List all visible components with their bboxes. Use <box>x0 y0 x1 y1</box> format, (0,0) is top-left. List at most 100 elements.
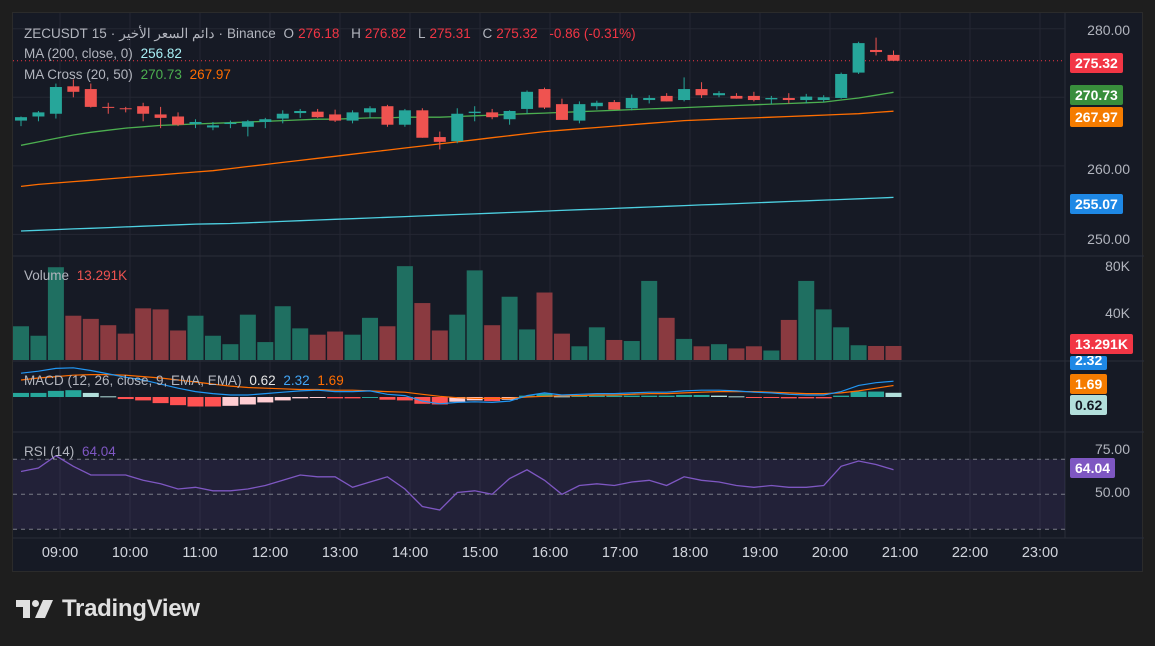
macd-histogram-bar <box>553 396 570 398</box>
macross-slow-value: 267.97 <box>189 67 231 82</box>
time-tick: 20:00 <box>811 545 849 561</box>
volume-bar <box>641 280 658 360</box>
candle-down <box>416 110 429 138</box>
macd-histogram-bar <box>82 392 99 397</box>
macd-legend[interactable]: MACD (12, 26, close, 9, EMA, EMA) 0.62 2… <box>24 373 348 389</box>
macd-histogram-bar <box>798 397 815 399</box>
macd-histogram-bar <box>711 395 727 397</box>
volume-bar <box>815 309 832 360</box>
candle-up <box>206 125 219 128</box>
volume-bar <box>466 270 483 360</box>
time-tick: 16:00 <box>531 545 569 561</box>
candle-up <box>294 111 307 114</box>
macd-histogram-bar <box>152 397 169 404</box>
volume-bar <box>519 329 536 360</box>
symbol-label[interactable]: ZECUSDT <box>24 26 88 41</box>
interval-label[interactable]: 15 <box>91 26 107 41</box>
volume-bar <box>449 314 466 360</box>
open-value: 276.18 <box>298 26 340 41</box>
volume-legend[interactable]: Volume 13.291K <box>24 268 131 284</box>
candle-down <box>84 89 97 107</box>
volume-bar <box>274 306 291 360</box>
macd-histogram-bar <box>868 391 885 397</box>
brand-name: TradingView <box>62 595 200 622</box>
volume-bar <box>47 267 64 360</box>
volume-bar <box>239 314 256 360</box>
volume-badge: 13.291K <box>1070 334 1133 354</box>
time-tick: 14:00 <box>391 545 429 561</box>
ma200-line <box>20 196 894 232</box>
candle-down <box>660 95 673 102</box>
candle-up <box>643 97 656 101</box>
volume-bar <box>798 280 815 360</box>
ma-fast-badge: 270.73 <box>1070 85 1123 105</box>
volume-bar <box>553 333 570 360</box>
candle-up <box>573 104 586 121</box>
volume-bar <box>623 341 640 360</box>
close-value: 275.32 <box>496 26 538 41</box>
volume-bar <box>117 333 134 360</box>
rsi-tick: 75.00 <box>1094 441 1130 457</box>
candle-up <box>817 97 830 101</box>
time-tick: 13:00 <box>321 545 359 561</box>
volume-bar <box>728 348 745 360</box>
high-value: 276.82 <box>364 26 407 41</box>
volume-bar <box>414 303 431 360</box>
candle-up <box>259 119 272 122</box>
ma200-badge: 255.07 <box>1070 194 1123 214</box>
volume-bar <box>658 317 675 360</box>
macd-histogram-bar <box>676 394 693 397</box>
volume-bar <box>344 334 361 360</box>
macd-histogram-bar <box>47 390 64 397</box>
macd-histogram-bar <box>274 397 291 401</box>
macd-histogram-bar <box>588 395 605 397</box>
volume-bar <box>536 292 553 360</box>
rsi-badge: 64.04 <box>1070 458 1116 478</box>
macd-histogram-bar <box>170 397 187 406</box>
macd-histogram-bar <box>763 397 780 398</box>
volume-bar <box>30 335 47 360</box>
macd-title: MACD (12, 26, close, 9, EMA, EMA) <box>24 373 242 388</box>
macd-histogram-bar <box>292 397 309 399</box>
candle-up <box>800 96 813 101</box>
time-tick: 17:00 <box>601 545 639 561</box>
macd-histogram-bar <box>362 397 378 398</box>
volume-bar <box>396 266 413 360</box>
candle-down <box>381 106 394 125</box>
volume-bar <box>745 346 762 360</box>
main-legend: ZECUSDT 15 · دائم السعر الأخير · Binance O 276… <box>24 26 640 42</box>
volume-bar <box>693 346 710 360</box>
rsi-tick: 50.00 <box>1094 484 1130 500</box>
candle-down <box>102 106 115 108</box>
ohlc-open: O 276.18 <box>284 26 344 41</box>
macd-histogram-bar <box>414 397 431 404</box>
candle-down <box>538 89 551 108</box>
macd-histogram-bar <box>885 392 902 397</box>
volume-bar <box>135 308 152 360</box>
ma200-legend[interactable]: MA (200, close, 0) 256.82 <box>24 46 186 62</box>
volume-bar <box>711 344 727 360</box>
low-label: L <box>417 26 426 41</box>
volume-bar <box>484 325 501 360</box>
candle-up <box>713 93 725 96</box>
volume-bar <box>100 325 117 360</box>
rsi-legend[interactable]: RSI (14) 64.04 <box>24 444 120 460</box>
macross-legend[interactable]: MA Cross (20, 50) 270.73 267.97 <box>24 67 235 83</box>
chart-canvas[interactable] <box>13 13 1144 573</box>
macd-histogram-bar <box>449 397 466 402</box>
close-label: C <box>482 26 493 41</box>
macross-title: MA Cross (20, 50) <box>24 67 133 82</box>
time-tick: 15:00 <box>461 545 499 561</box>
time-tick: 19:00 <box>741 545 779 561</box>
candle-down <box>782 97 795 101</box>
macd-signal-value: 1.69 <box>317 373 344 388</box>
exchange-label[interactable]: Binance <box>226 26 276 41</box>
time-tick: 12:00 <box>251 545 289 561</box>
tradingview-brand[interactable]: TradingView <box>16 595 200 622</box>
candle-up <box>852 43 865 73</box>
macd-histogram-bar <box>239 397 256 405</box>
volume-bar <box>850 345 867 360</box>
ohlc-high: H 276.82 <box>351 26 410 41</box>
volume-bar <box>606 339 623 360</box>
macd-histogram-bar <box>780 397 797 399</box>
